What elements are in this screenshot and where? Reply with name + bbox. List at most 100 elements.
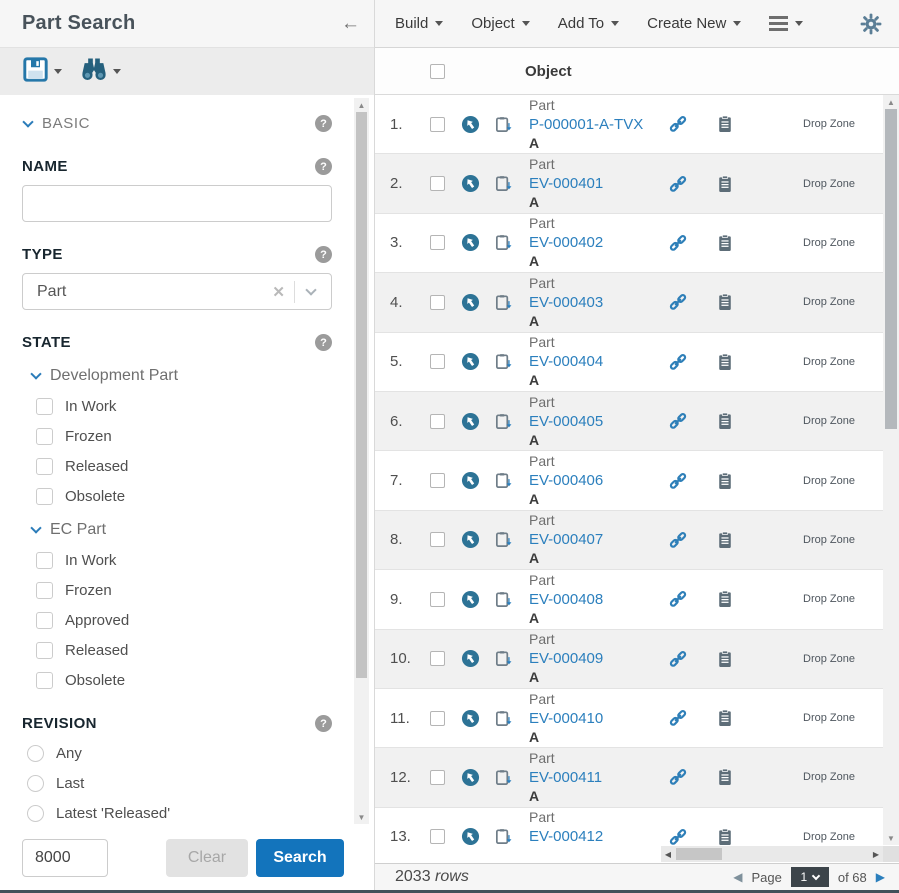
link-icon[interactable] <box>669 828 687 845</box>
open-item-icon[interactable] <box>461 115 480 134</box>
radio-button[interactable] <box>27 805 44 822</box>
link-icon[interactable] <box>669 472 687 490</box>
object-link[interactable]: EV-000405 <box>529 412 604 430</box>
link-icon[interactable] <box>669 768 687 786</box>
state-checkbox-row[interactable]: Released <box>36 642 332 659</box>
help-icon[interactable]: ? <box>315 158 332 175</box>
menubar-item[interactable]: Build <box>395 15 444 32</box>
radio-button[interactable] <box>27 775 44 792</box>
drop-zone[interactable]: Drop Zone <box>803 415 855 428</box>
open-item-icon[interactable] <box>461 412 480 431</box>
copy-to-clipboard-icon[interactable] <box>494 471 513 490</box>
drop-zone[interactable]: Drop Zone <box>803 236 855 249</box>
checkbox[interactable] <box>36 458 53 475</box>
checkbox[interactable] <box>36 398 53 415</box>
scrollbar-thumb[interactable] <box>885 109 897 429</box>
help-icon[interactable]: ? <box>315 246 332 263</box>
menubar-item[interactable]: Create New <box>647 15 742 32</box>
table-vertical-scrollbar[interactable]: ▲ ▼ <box>883 95 899 845</box>
copy-to-clipboard-icon[interactable] <box>494 233 513 252</box>
copy-to-clipboard-icon[interactable] <box>494 827 513 845</box>
clear-button[interactable]: Clear <box>166 839 248 877</box>
link-icon[interactable] <box>669 709 687 727</box>
state-group-toggle[interactable]: EC Part <box>30 521 332 539</box>
copy-to-clipboard-icon[interactable] <box>494 768 513 787</box>
drop-zone[interactable]: Drop Zone <box>803 593 855 606</box>
drop-zone[interactable]: Drop Zone <box>803 296 855 309</box>
copy-to-clipboard-icon[interactable] <box>494 530 513 549</box>
help-icon[interactable]: ? <box>315 715 332 732</box>
previous-page-icon[interactable]: ◀ <box>733 870 743 884</box>
state-checkbox-row[interactable]: Approved <box>36 612 332 629</box>
open-item-icon[interactable] <box>461 233 480 252</box>
link-icon[interactable] <box>669 412 687 430</box>
open-item-icon[interactable] <box>461 590 480 609</box>
open-item-icon[interactable] <box>461 352 480 371</box>
scroll-left-icon[interactable]: ◀ <box>664 849 672 859</box>
checkbox[interactable] <box>36 552 53 569</box>
link-icon[interactable] <box>669 650 687 668</box>
basic-section-toggle[interactable]: BASIC ? <box>22 115 332 132</box>
revision-radio-row[interactable]: Any <box>27 745 332 762</box>
page-select[interactable]: 1 <box>790 867 829 887</box>
help-icon[interactable]: ? <box>315 115 332 132</box>
settings-button[interactable] <box>859 12 883 36</box>
row-checkbox[interactable] <box>430 116 445 132</box>
scroll-up-icon[interactable]: ▲ <box>357 100 366 110</box>
select-all-checkbox[interactable] <box>430 63 445 79</box>
link-icon[interactable] <box>669 234 687 252</box>
link-icon[interactable] <box>669 293 687 311</box>
clipboard-icon[interactable] <box>717 412 733 430</box>
open-item-icon[interactable] <box>461 649 480 668</box>
menubar-item[interactable]: Add To <box>558 15 620 32</box>
checkbox[interactable] <box>36 428 53 445</box>
clipboard-icon[interactable] <box>717 709 733 727</box>
help-icon[interactable]: ? <box>315 334 332 351</box>
clipboard-icon[interactable] <box>717 115 733 133</box>
state-checkbox-row[interactable]: Obsolete <box>36 488 332 505</box>
copy-to-clipboard-icon[interactable] <box>494 412 513 431</box>
open-item-icon[interactable] <box>461 530 480 549</box>
clipboard-icon[interactable] <box>717 828 733 845</box>
drop-zone[interactable]: Drop Zone <box>803 712 855 725</box>
row-checkbox[interactable] <box>430 235 445 251</box>
object-link[interactable]: EV-000407 <box>529 531 604 549</box>
revision-radio-row[interactable]: Latest 'Released' <box>27 805 332 822</box>
object-link[interactable]: EV-000412 <box>529 828 604 845</box>
name-input[interactable] <box>22 185 332 222</box>
drop-zone[interactable]: Drop Zone <box>803 474 855 487</box>
open-item-icon[interactable] <box>461 471 480 490</box>
open-item-icon[interactable] <box>461 709 480 728</box>
object-link[interactable]: EV-000411 <box>529 768 603 786</box>
state-checkbox-row[interactable]: Obsolete <box>36 672 332 689</box>
clipboard-icon[interactable] <box>717 590 733 608</box>
page-size-input[interactable] <box>22 839 108 877</box>
state-group-toggle[interactable]: Development Part <box>30 367 332 385</box>
row-checkbox[interactable] <box>430 532 445 548</box>
horizontal-scrollbar[interactable]: ◀ ▶ <box>661 846 883 862</box>
clipboard-icon[interactable] <box>717 650 733 668</box>
state-checkbox-row[interactable]: Frozen <box>36 582 332 599</box>
object-link[interactable]: EV-000409 <box>529 650 604 668</box>
open-item-icon[interactable] <box>461 293 480 312</box>
object-link[interactable]: EV-000408 <box>529 590 604 608</box>
menubar-item[interactable]: Object <box>471 15 530 32</box>
link-icon[interactable] <box>669 175 687 193</box>
object-link[interactable]: EV-000410 <box>529 709 604 727</box>
scroll-right-icon[interactable]: ▶ <box>872 849 880 859</box>
drop-zone[interactable]: Drop Zone <box>803 771 855 784</box>
collapse-sidebar-icon[interactable]: ← <box>341 13 360 34</box>
scroll-down-icon[interactable]: ▼ <box>357 812 366 822</box>
type-combobox[interactable]: Part ✕ <box>22 273 332 310</box>
open-item-icon[interactable] <box>461 768 480 787</box>
row-checkbox[interactable] <box>430 769 445 785</box>
clipboard-icon[interactable] <box>717 293 733 311</box>
row-checkbox[interactable] <box>430 294 445 310</box>
type-dropdown-icon[interactable] <box>305 284 317 296</box>
open-item-icon[interactable] <box>461 174 480 193</box>
checkbox[interactable] <box>36 488 53 505</box>
row-checkbox[interactable] <box>430 176 445 192</box>
drop-zone[interactable]: Drop Zone <box>803 118 855 131</box>
state-checkbox-row[interactable]: Frozen <box>36 428 332 445</box>
copy-to-clipboard-icon[interactable] <box>494 590 513 609</box>
